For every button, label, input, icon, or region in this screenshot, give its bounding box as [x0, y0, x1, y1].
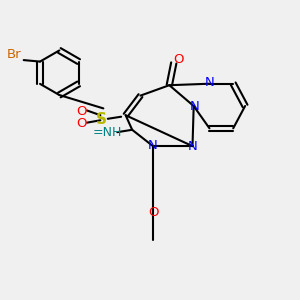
Text: N: N: [189, 100, 199, 112]
Text: =NH: =NH: [92, 126, 122, 139]
Text: O: O: [76, 105, 86, 118]
Text: O: O: [76, 117, 86, 130]
Text: O: O: [148, 206, 159, 219]
Text: S: S: [96, 112, 107, 127]
Text: O: O: [173, 53, 184, 66]
Text: Br: Br: [7, 48, 22, 61]
Text: N: N: [205, 76, 215, 89]
Text: N: N: [148, 139, 158, 152]
Text: N: N: [188, 140, 198, 153]
